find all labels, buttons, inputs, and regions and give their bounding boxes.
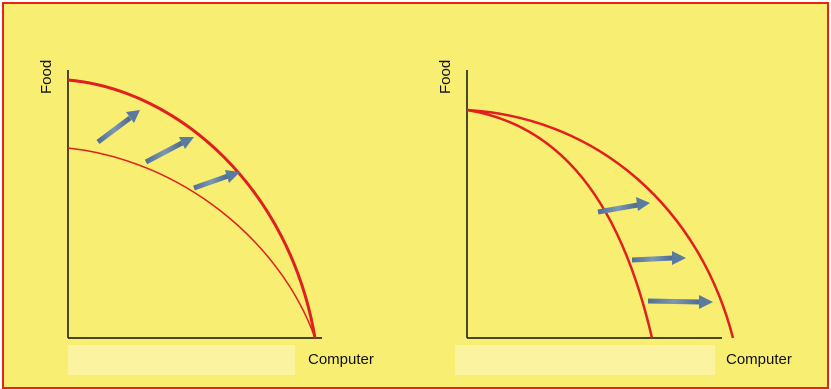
left-outer-ppf-curve bbox=[68, 80, 315, 338]
shift-arrow bbox=[648, 295, 713, 309]
right-panel: Food Computer bbox=[437, 60, 792, 368]
left-panel: Food Computer bbox=[38, 60, 374, 368]
left-inner-ppf-curve bbox=[68, 148, 315, 338]
shift-arrow bbox=[598, 197, 650, 212]
right-axes bbox=[467, 70, 722, 338]
right-y-axis-label: Food bbox=[437, 60, 454, 94]
right-shift-arrows bbox=[598, 197, 713, 309]
shift-arrow bbox=[632, 251, 686, 265]
right-x-axis-label: Computer bbox=[726, 351, 792, 368]
left-shift-arrows bbox=[98, 110, 240, 188]
shift-arrow bbox=[146, 137, 194, 162]
left-axes bbox=[68, 70, 322, 338]
left-x-axis-label: Computer bbox=[308, 351, 374, 368]
left-y-axis-label: Food bbox=[38, 60, 55, 94]
shift-arrow bbox=[98, 110, 140, 142]
right-inner-ppf-curve bbox=[467, 110, 652, 338]
shift-arrow bbox=[194, 170, 240, 188]
